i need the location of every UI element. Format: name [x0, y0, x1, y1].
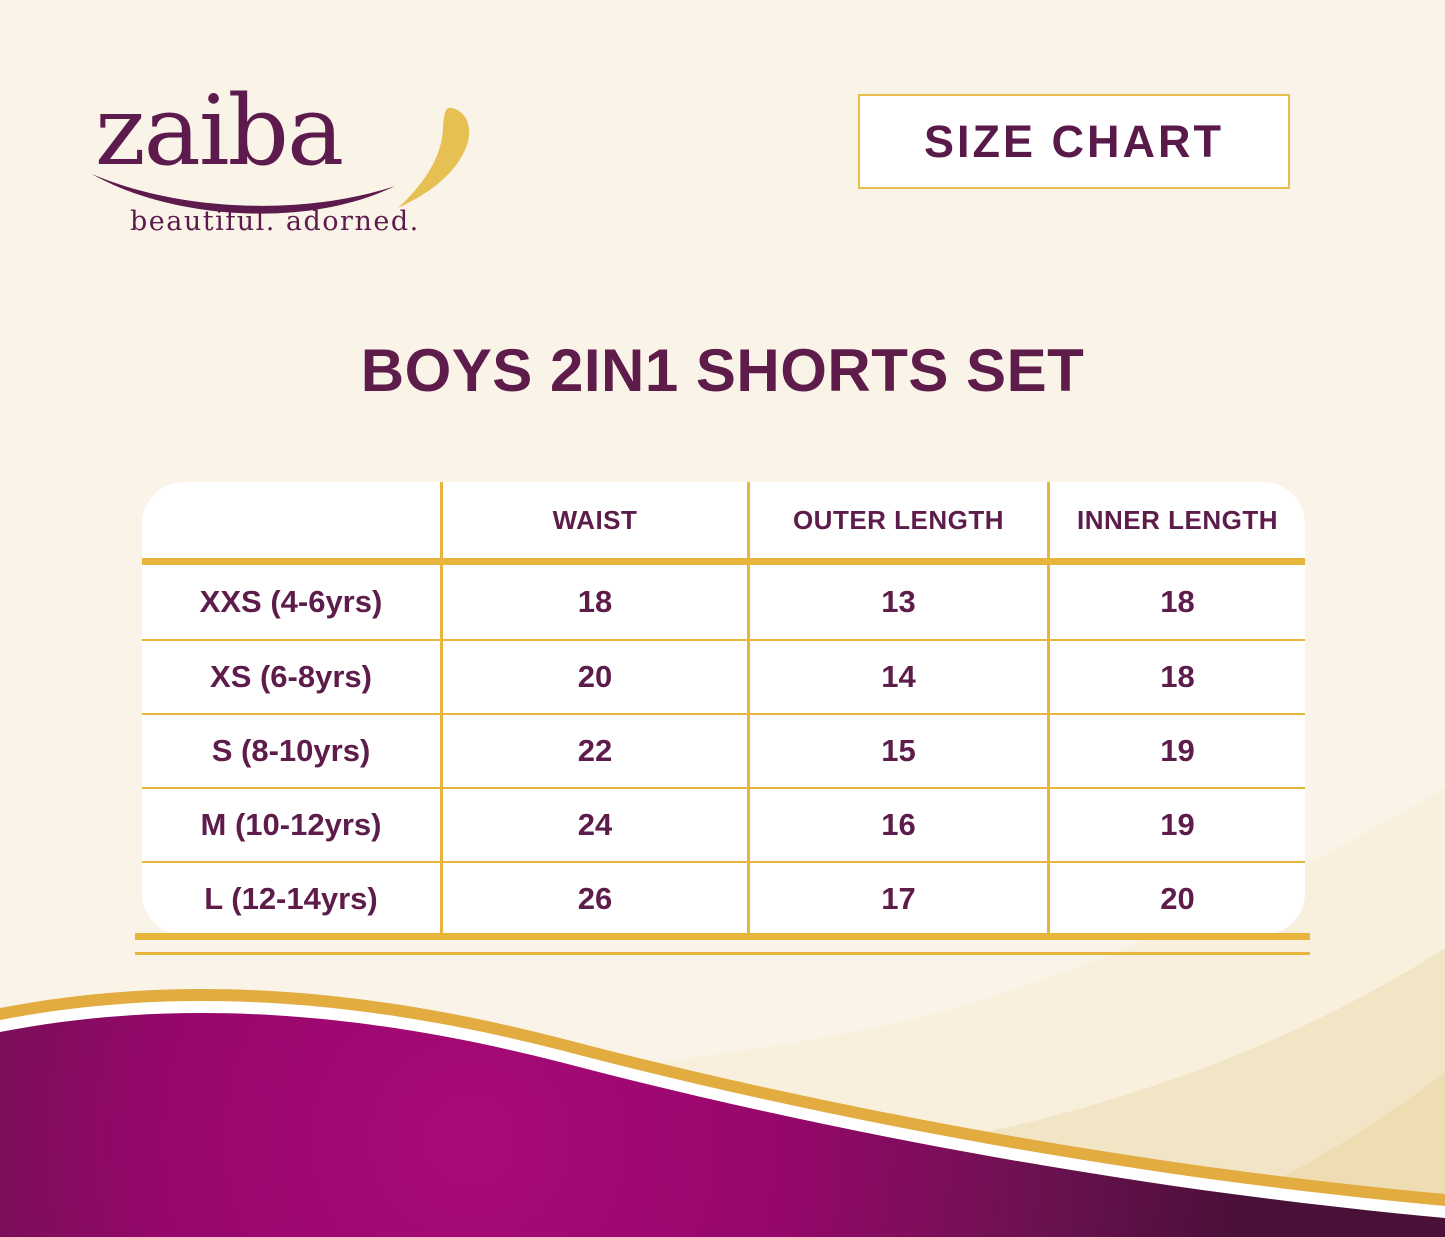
measurement-cell: 19: [1047, 789, 1305, 861]
wave-gold-stripe: [0, 989, 1445, 1237]
table-row: M (10-12yrs) 24 16 19: [142, 787, 1305, 861]
brand-tagline: beautiful. adorned.: [130, 206, 420, 237]
column-header: OUTER LENGTH: [747, 482, 1047, 558]
page-title: BOYS 2IN1 SHORTS SET: [360, 337, 1085, 404]
size-label-cell: XS (6-8yrs): [210, 659, 372, 694]
measurement-cell: 18: [440, 565, 747, 639]
size-label-cell: M (10-12yrs): [200, 807, 382, 842]
column-header: INNER LENGTH: [1047, 482, 1305, 558]
table-bottom-line-thin: [135, 952, 1310, 955]
wave-magenta: [0, 1013, 1445, 1237]
size-table-rows: XXS (4-6yrs) 18 13 18 XS (6-8yrs) 20 14 18 S (8-…: [142, 565, 1305, 935]
wave-beige-mid: [0, 948, 1445, 1237]
logo-wordmark: zaiba: [95, 75, 342, 187]
table-row: XS (6-8yrs) 20 14 18: [142, 639, 1305, 713]
size-label-cell: L (12-14yrs): [204, 881, 378, 916]
size-table: WAIST OUTER LENGTH INNER LENGTH XXS (4-6yr…: [142, 482, 1305, 935]
column-header-empty: [142, 482, 440, 558]
size-chart-badge-label: SIZE CHART: [924, 115, 1224, 167]
size-label-cell: S (8-10yrs): [211, 733, 371, 768]
table-bottom-line-thick: [135, 933, 1310, 940]
column-header: WAIST: [440, 482, 747, 558]
measurement-cell: 19: [1047, 715, 1305, 787]
measurement-cell: 16: [747, 789, 1047, 861]
size-label-cell: XXS (4-6yrs): [199, 584, 383, 619]
measurement-cell: 26: [440, 863, 747, 935]
measurement-cell: 15: [747, 715, 1047, 787]
logo-gold-swoosh-icon: [398, 107, 470, 208]
header-divider-bar: [142, 558, 1305, 565]
wave-beige-deep: [1150, 1072, 1445, 1237]
table-row: L (12-14yrs) 26 17 20: [142, 861, 1305, 935]
table-row: XXS (4-6yrs) 18 13 18: [142, 565, 1305, 639]
measurement-cell: 17: [747, 863, 1047, 935]
measurement-cell: 20: [440, 641, 747, 713]
measurement-cell: 13: [747, 565, 1047, 639]
measurement-cell: 22: [440, 715, 747, 787]
brand-logo: zaiba beautiful. adorned.: [90, 68, 490, 237]
measurement-cell: 18: [1047, 565, 1305, 639]
table-row: S (8-10yrs) 22 15 19: [142, 713, 1305, 787]
size-chart-badge: SIZE CHART: [858, 94, 1290, 189]
measurement-cell: 24: [440, 789, 747, 861]
measurement-cell: 18: [1047, 641, 1305, 713]
measurement-cell: 20: [1047, 863, 1305, 935]
logo-swash: [92, 174, 395, 214]
size-table-header-row: WAIST OUTER LENGTH INNER LENGTH: [142, 482, 1305, 558]
wave-white-stripe: [0, 1001, 1445, 1237]
zaiba-logo-icon: zaiba: [92, 75, 470, 214]
measurement-cell: 14: [747, 641, 1047, 713]
